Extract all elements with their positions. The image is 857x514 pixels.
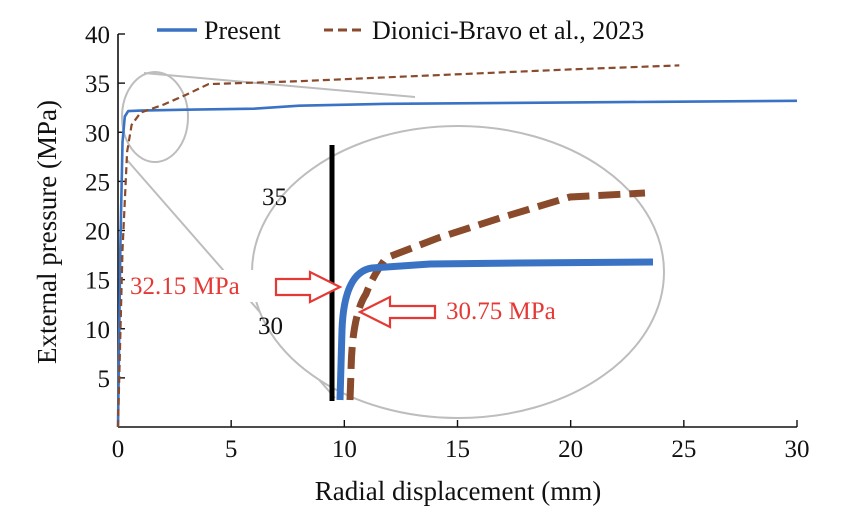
annotation-32-15-label: 32.15 MPa xyxy=(130,273,240,300)
zoom-source-circle xyxy=(121,71,189,163)
y-tick-label-25: 25 xyxy=(85,169,110,196)
x-ticks: 0 5 10 15 20 25 30 xyxy=(112,420,810,463)
annotation-32-15-arrow xyxy=(274,270,343,304)
y-axis-title: External pressure (MPa) xyxy=(32,100,62,364)
legend: Present Dionici-Bravo et al., 2023 xyxy=(157,16,644,45)
annotation-32-15-background xyxy=(126,270,274,302)
inset-line-dionici xyxy=(346,189,646,401)
y-ticks: 5 10 15 20 25 30 35 40 xyxy=(85,22,125,393)
legend-label-present: Present xyxy=(204,16,281,45)
annotation-30-75-label: 30.75 MPa xyxy=(446,298,556,325)
y-tick-label-15: 15 xyxy=(85,268,110,295)
x-tick-label-20: 20 xyxy=(558,436,583,463)
x-tick-label-10: 10 xyxy=(332,436,357,463)
annotation-30-75: 30.75 MPa xyxy=(357,295,556,329)
y-tick-label-5: 5 xyxy=(98,366,111,393)
series-layer xyxy=(116,64,798,428)
x-tick-label-25: 25 xyxy=(671,436,696,463)
series-line-dionici-bravo xyxy=(116,64,680,428)
x-tick-label-15: 15 xyxy=(445,436,470,463)
y-tick-label-30: 30 xyxy=(85,120,110,147)
inset-line-present xyxy=(336,258,654,401)
series-line-present xyxy=(116,99,798,428)
annotation-32-15: 32.15 MPa xyxy=(126,270,343,304)
y-tick-label-10: 10 xyxy=(85,317,110,344)
legend-label-dionici: Dionici-Bravo et al., 2023 xyxy=(372,16,644,45)
x-tick-label-5: 5 xyxy=(225,436,238,463)
x-tick-label-30: 30 xyxy=(785,436,810,463)
inset-tick-35: 35 xyxy=(262,184,287,211)
inset-circle xyxy=(251,125,665,419)
zoom-connector-top xyxy=(143,72,416,98)
x-tick-label-0: 0 xyxy=(112,436,125,463)
inset: 35 30 32.15 MPa 30.75 MPa xyxy=(126,125,665,419)
inset-tick-30: 30 xyxy=(258,313,283,340)
y-tick-label-20: 20 xyxy=(85,219,110,246)
y-tick-label-35: 35 xyxy=(85,71,110,98)
x-axis-title: Radial displacement (mm) xyxy=(315,476,601,506)
annotation-30-75-arrow xyxy=(357,295,437,329)
y-tick-label-40: 40 xyxy=(85,22,110,49)
